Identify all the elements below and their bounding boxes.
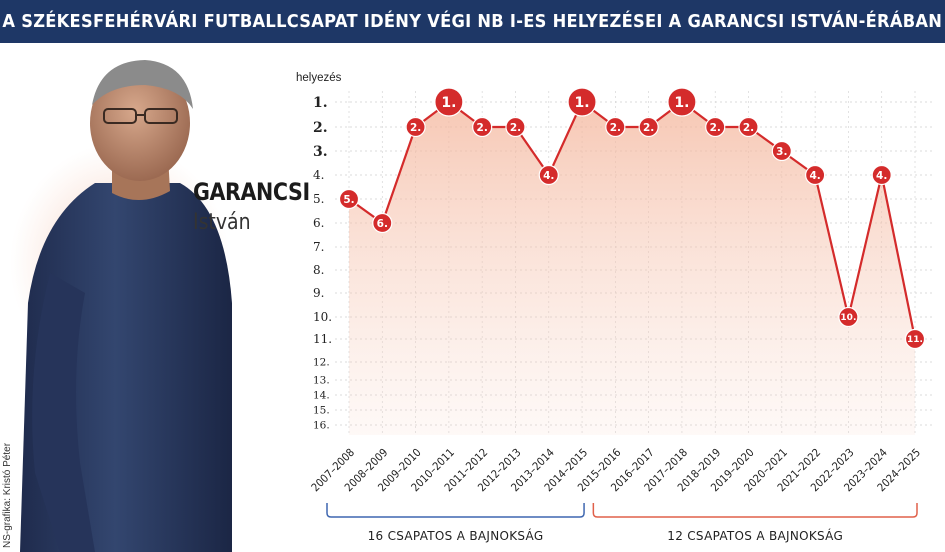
data-point [338,188,360,210]
data-label: 1. [575,95,590,111]
data-label: 1. [674,95,689,111]
data-point [805,164,826,186]
series-points: 5. 6. 2. 1. 2. 2. 4. 1. 2. 2. 1. 2. 2. 3. 4. 10. 4. 11. [338,87,926,350]
data-label: 4. [876,170,887,182]
data-point [771,140,792,162]
rank-chart: 1.2.3.4.5.6.7.8.9.10.11.12.13.14.15.16. … [296,72,935,543]
arm [32,273,95,552]
y-tick-label: 16. [313,420,330,432]
data-point [538,164,559,186]
league-bracket [592,503,918,518]
data-label: 5. [343,194,354,206]
coach-surname: GARANCSI [193,178,310,206]
face [90,65,190,181]
data-point [705,116,726,138]
y-tick-label: 15. [313,405,330,417]
y-axis-ticks: 1. 2. 3. 4. 5. 6. 7. 8. 9. 10. 11. 12. 13. 14. 15. 16. [313,95,332,432]
data-point [405,116,426,138]
y-tick-label: 7. [313,240,324,254]
data-label: 11. [907,335,923,345]
data-label: 3. [776,146,787,158]
data-label: 2. [610,122,621,134]
coach-photo [10,60,232,552]
league-bracket-label: 12 CSAPATOS A BAJNOKSÁG [667,528,843,543]
data-label: 6. [377,218,388,230]
y-tick-label: 10. [313,310,332,324]
title-bar: A SZÉKESFEHÉRVÁRI FUTBALLCSAPAT IDÉNY VÉ… [0,0,945,43]
data-point [472,116,493,138]
data-label: 2. [743,122,754,134]
y-tick-label: 9. [313,286,324,300]
league-bracket [326,503,585,518]
y-tick-label: 5. [313,192,324,206]
y-tick-label: 2. [313,120,328,136]
data-point [667,87,697,117]
data-point [838,306,859,328]
data-point [638,116,659,138]
data-label: 2. [410,122,421,134]
hair [92,60,193,109]
data-point [871,164,892,186]
y-tick-label: 8. [313,263,324,277]
data-label: 2. [710,122,721,134]
y-axis-label: helyezés [296,72,342,84]
data-label: 1. [441,95,456,111]
data-point [567,87,597,117]
data-label: 4. [809,170,820,182]
area-shape [349,102,915,435]
y-tick-label: 14. [313,390,330,402]
data-point [904,328,926,350]
y-tick-label: 6. [313,216,324,230]
y-tick-label: 1. [313,95,328,111]
league-bracket-label: 16 CSAPATOS A BAJNOKSÁG [368,528,544,543]
chart-title: A SZÉKESFEHÉRVÁRI FUTBALLCSAPAT IDÉNY VÉ… [2,11,943,32]
data-point [505,116,526,138]
data-point [738,116,759,138]
data-label: 2. [643,122,654,134]
graphic-credit: NS-grafika: Kristó Péter [2,442,13,548]
data-point [372,212,393,234]
league-brackets: 16 CSAPATOS A BAJNOKSÁG 12 CSAPATOS A BAJ… [326,503,918,543]
data-label: 2. [510,122,521,134]
data-label: 4. [543,170,554,182]
coach-name: GARANCSI István [193,178,329,235]
y-tick-label: 4. [313,168,324,182]
y-tick-label: 3. [313,144,328,160]
data-point [605,116,626,138]
data-point [434,87,464,117]
y-tick-label: 12. [313,357,330,369]
data-label: 10. [840,313,856,323]
coach-given-name: István [193,210,251,235]
data-label: 2. [477,122,488,134]
y-tick-label: 11. [313,332,332,346]
area-fill [349,102,915,435]
y-tick-label: 13. [313,375,330,387]
x-axis-ticks: 2007–20082008–20092009–20102010–20112011… [309,446,923,494]
